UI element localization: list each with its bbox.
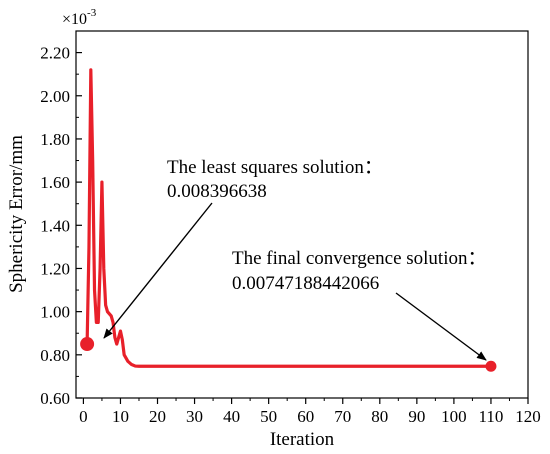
y-tick-label: 0.80 bbox=[40, 346, 70, 365]
y-tick-label: 1.80 bbox=[40, 130, 70, 149]
annotation-least-squares-title: The least squares solution： bbox=[167, 157, 383, 178]
x-tick-label: 50 bbox=[260, 407, 277, 426]
y-axis-ticks: 0.60 0.80 1.00 1.20 1.40 1.60 1.80 2.00 2.20 bbox=[40, 44, 82, 408]
y-tick-label: 1.60 bbox=[40, 173, 70, 192]
annotation-final-arrow bbox=[395, 292, 487, 361]
annotation-final-value: 0.00747188442066 bbox=[232, 273, 379, 294]
x-tick-label: 120 bbox=[515, 407, 541, 426]
y-scale-label: ×10-3 bbox=[62, 7, 97, 28]
x-tick-label: 40 bbox=[223, 407, 240, 426]
series-line bbox=[85, 68, 493, 368]
plot-frame bbox=[75, 30, 529, 399]
y-tick-label: 2.00 bbox=[40, 87, 70, 106]
data-point-marker bbox=[485, 360, 497, 372]
x-axis-ticks: 0 10 20 30 40 50 60 70 80 90 100 110 120 bbox=[79, 398, 541, 426]
annotation-final-title: The final convergence solution： bbox=[232, 248, 487, 269]
marker-group bbox=[80, 337, 497, 372]
y-tick-label: 1.20 bbox=[40, 259, 70, 278]
x-tick-label: 30 bbox=[186, 407, 203, 426]
x-tick-label: 110 bbox=[479, 407, 504, 426]
y-tick-label: 1.40 bbox=[40, 216, 70, 235]
x-axis-title: Iteration bbox=[270, 429, 335, 450]
data-point-marker bbox=[80, 337, 95, 352]
x-tick-label: 80 bbox=[371, 407, 388, 426]
x-tick-label: 10 bbox=[112, 407, 129, 426]
y-tick-label: 1.00 bbox=[40, 303, 70, 322]
x-tick-label: 90 bbox=[408, 407, 425, 426]
x-tick-label: 100 bbox=[441, 407, 467, 426]
y-tick-label: 0.60 bbox=[40, 389, 70, 408]
annotation-least-squares-arrow bbox=[103, 202, 213, 339]
x-tick-label: 0 bbox=[79, 407, 88, 426]
y-tick-label: 2.20 bbox=[40, 44, 70, 63]
series-group bbox=[85, 68, 493, 368]
annotation-least-squares-value: 0.008396638 bbox=[167, 181, 267, 202]
y-axis-title: Sphericity Error/mm bbox=[6, 135, 27, 293]
x-tick-label: 70 bbox=[334, 407, 351, 426]
x-tick-label: 20 bbox=[149, 407, 166, 426]
x-tick-label: 60 bbox=[297, 407, 314, 426]
